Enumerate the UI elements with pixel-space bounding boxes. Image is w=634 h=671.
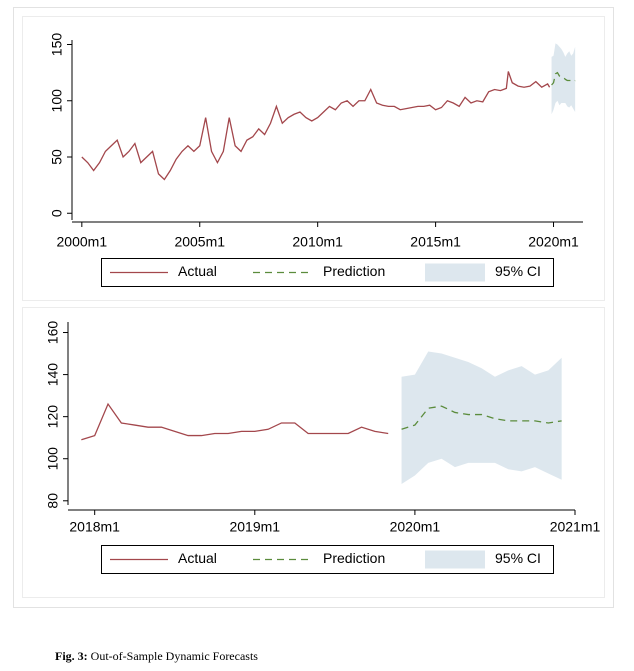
panel-border: [22, 16, 605, 301]
legend-box: [101, 545, 554, 574]
series-line: [81, 402, 389, 441]
y-tick-label: 50: [49, 149, 65, 165]
x-tick-label: 2020m1: [528, 234, 579, 250]
legend-label: Prediction: [323, 550, 385, 566]
y-tick-label: 150: [49, 33, 65, 57]
y-tick-label: 100: [45, 447, 61, 471]
x-tick-label: 2005m1: [174, 234, 225, 250]
legend-label: 95% CI: [495, 263, 541, 279]
y-tick-label: 160: [45, 321, 61, 345]
caption: Fig. 3: Out-of-Sample Dynamic Forecasts: [55, 649, 258, 663]
legend-label: Actual: [178, 550, 217, 566]
legend-label: 95% CI: [495, 550, 541, 566]
ci-band: [551, 43, 576, 115]
x-tick-label: 2010m1: [292, 234, 343, 250]
caption-label: Fig. 3:: [55, 649, 88, 663]
series-line: [401, 405, 562, 430]
x-tick-label: 2015m1: [410, 234, 461, 250]
ci-band: [401, 351, 562, 484]
series-line: [81, 71, 551, 181]
legend-label: Prediction: [323, 263, 385, 279]
y-tick-label: 140: [45, 363, 61, 387]
x-tick-label: 2020m1: [390, 519, 441, 535]
y-tick-label: 100: [49, 89, 65, 113]
y-tick-label: 0: [49, 209, 65, 217]
legend-key: [425, 263, 485, 282]
x-tick-label: 2019m1: [229, 519, 280, 535]
x-tick-label: 2021m1: [550, 519, 601, 535]
x-tick-label: 2000m1: [57, 234, 108, 250]
y-tick-label: 80: [45, 493, 61, 509]
legend-label: Actual: [178, 263, 217, 279]
series-line: [551, 71, 576, 86]
panel-border: [22, 307, 605, 598]
legend-key: [425, 550, 485, 569]
y-tick-label: 120: [45, 405, 61, 429]
x-tick-label: 2018m1: [69, 519, 120, 535]
caption-text: Out-of-Sample Dynamic Forecasts: [91, 649, 259, 663]
figure-border: [13, 7, 614, 608]
